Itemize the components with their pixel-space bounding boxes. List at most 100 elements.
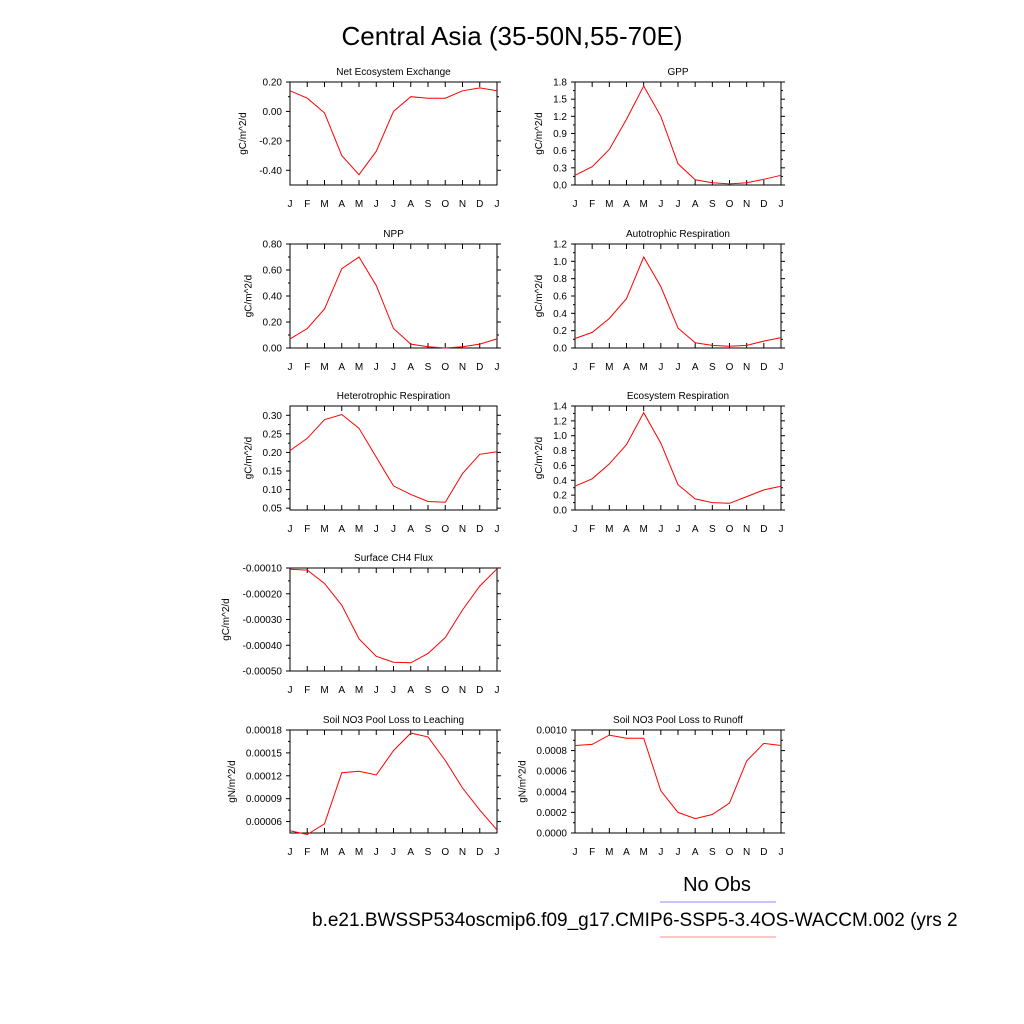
panel-title: NPP bbox=[383, 229, 404, 240]
x-tick-label: S bbox=[425, 362, 432, 373]
plot-frame bbox=[289, 567, 498, 672]
x-tick-label: J bbox=[779, 362, 784, 373]
x-tick-label: J bbox=[495, 847, 500, 858]
x-tick-label: M bbox=[639, 362, 647, 373]
y-tick-label: 0.8 bbox=[553, 446, 567, 457]
y-tick-label: 0.2 bbox=[553, 326, 567, 337]
x-tick-label: J bbox=[374, 524, 379, 535]
x-tick-label: J bbox=[779, 199, 784, 210]
y-tick-label: 0.0010 bbox=[536, 726, 567, 737]
x-tick-label: J bbox=[374, 362, 379, 373]
x-tick-label: J bbox=[374, 199, 379, 210]
x-tick-label: O bbox=[726, 524, 734, 535]
y-tick-label: 1.0 bbox=[553, 257, 567, 268]
y-tick-label: 0.30 bbox=[263, 411, 283, 422]
y-tick-label: -0.00030 bbox=[243, 615, 283, 626]
x-tick-label: M bbox=[320, 847, 328, 858]
x-tick-label: S bbox=[425, 524, 432, 535]
y-axis-label: gN/m^2/d bbox=[517, 760, 528, 803]
y-tick-label: 0.25 bbox=[263, 429, 283, 440]
y-tick-label: 0.10 bbox=[263, 485, 283, 496]
plot-frame bbox=[289, 729, 498, 834]
y-tick-label: 1.2 bbox=[553, 240, 567, 251]
x-tick-label: S bbox=[425, 685, 432, 696]
x-tick-label: M bbox=[639, 524, 647, 535]
y-tick-label: 1.5 bbox=[553, 95, 567, 106]
panel-title: Soil NO3 Pool Loss to Leaching bbox=[323, 715, 464, 726]
x-tick-label: A bbox=[692, 524, 699, 535]
x-tick-label: J bbox=[288, 685, 293, 696]
x-tick-label: J bbox=[391, 847, 396, 858]
x-tick-label: J bbox=[495, 199, 500, 210]
y-axis-label: gC/m^2/d bbox=[238, 112, 249, 155]
x-tick-label: A bbox=[338, 685, 345, 696]
y-tick-label: 0.20 bbox=[263, 318, 283, 329]
y-tick-label: 0.00018 bbox=[246, 726, 283, 737]
x-tick-label: F bbox=[304, 362, 310, 373]
y-tick-label: 0.20 bbox=[263, 78, 283, 89]
x-tick-label: M bbox=[355, 524, 363, 535]
y-tick-label: 0.40 bbox=[263, 292, 283, 303]
x-tick-label: M bbox=[320, 362, 328, 373]
x-tick-label: N bbox=[743, 524, 750, 535]
y-tick-label: -0.00010 bbox=[243, 564, 283, 575]
x-tick-label: N bbox=[459, 199, 466, 210]
plot-frame bbox=[289, 405, 498, 511]
x-tick-label: J bbox=[288, 362, 293, 373]
x-tick-label: A bbox=[692, 362, 699, 373]
y-tick-label: 0.00 bbox=[263, 107, 283, 118]
x-tick-label: A bbox=[338, 524, 345, 535]
x-tick-label: A bbox=[623, 524, 630, 535]
case-caption: b.e21.BWSSP534oscmip6.f09_g17.CMIP6-SSP5… bbox=[312, 910, 958, 931]
x-tick-label: M bbox=[639, 847, 647, 858]
y-axis-label: gC/m^2/d bbox=[534, 275, 545, 318]
x-tick-label: M bbox=[355, 362, 363, 373]
panel-title: Ecosystem Respiration bbox=[627, 391, 729, 402]
x-tick-label: O bbox=[441, 685, 449, 696]
y-tick-label: 1.4 bbox=[553, 402, 567, 413]
y-tick-label: 0.60 bbox=[263, 266, 283, 277]
x-tick-label: F bbox=[589, 362, 595, 373]
y-tick-label: 0.0 bbox=[553, 506, 567, 517]
x-tick-label: M bbox=[639, 199, 647, 210]
x-tick-label: J bbox=[288, 524, 293, 535]
x-tick-label: N bbox=[743, 199, 750, 210]
y-tick-label: 0.00006 bbox=[246, 817, 283, 828]
x-tick-label: J bbox=[573, 524, 578, 535]
x-tick-label: F bbox=[304, 199, 310, 210]
series-line bbox=[574, 84, 782, 185]
x-tick-label: A bbox=[692, 847, 699, 858]
x-tick-label: J bbox=[658, 199, 663, 210]
y-tick-label: 0.4 bbox=[553, 476, 567, 487]
x-tick-label: J bbox=[573, 847, 578, 858]
y-tick-label: 1.8 bbox=[553, 78, 567, 89]
y-tick-label: 0.00 bbox=[263, 344, 283, 355]
y-tick-label: 0.6 bbox=[553, 146, 567, 157]
plot-frame bbox=[289, 81, 498, 186]
y-tick-label: 0.20 bbox=[263, 448, 283, 459]
x-tick-label: A bbox=[338, 362, 345, 373]
x-tick-label: A bbox=[623, 199, 630, 210]
y-tick-label: 0.00009 bbox=[246, 794, 283, 805]
x-tick-label: N bbox=[459, 362, 466, 373]
y-axis-label: gC/m^2/d bbox=[244, 437, 255, 480]
x-tick-label: A bbox=[338, 199, 345, 210]
series-line bbox=[289, 568, 498, 664]
x-tick-label: J bbox=[658, 847, 663, 858]
y-tick-label: 0.00012 bbox=[246, 771, 283, 782]
series-line bbox=[289, 87, 498, 176]
x-tick-label: F bbox=[304, 524, 310, 535]
x-tick-label: S bbox=[425, 199, 432, 210]
x-tick-label: D bbox=[760, 847, 767, 858]
x-tick-label: M bbox=[320, 199, 328, 210]
x-tick-label: M bbox=[355, 199, 363, 210]
x-tick-label: N bbox=[459, 685, 466, 696]
x-tick-label: J bbox=[779, 847, 784, 858]
x-tick-label: J bbox=[495, 524, 500, 535]
x-tick-label: A bbox=[338, 847, 345, 858]
x-tick-label: S bbox=[425, 847, 432, 858]
x-tick-label: A bbox=[623, 362, 630, 373]
series-line bbox=[574, 411, 782, 504]
x-tick-label: J bbox=[676, 524, 681, 535]
